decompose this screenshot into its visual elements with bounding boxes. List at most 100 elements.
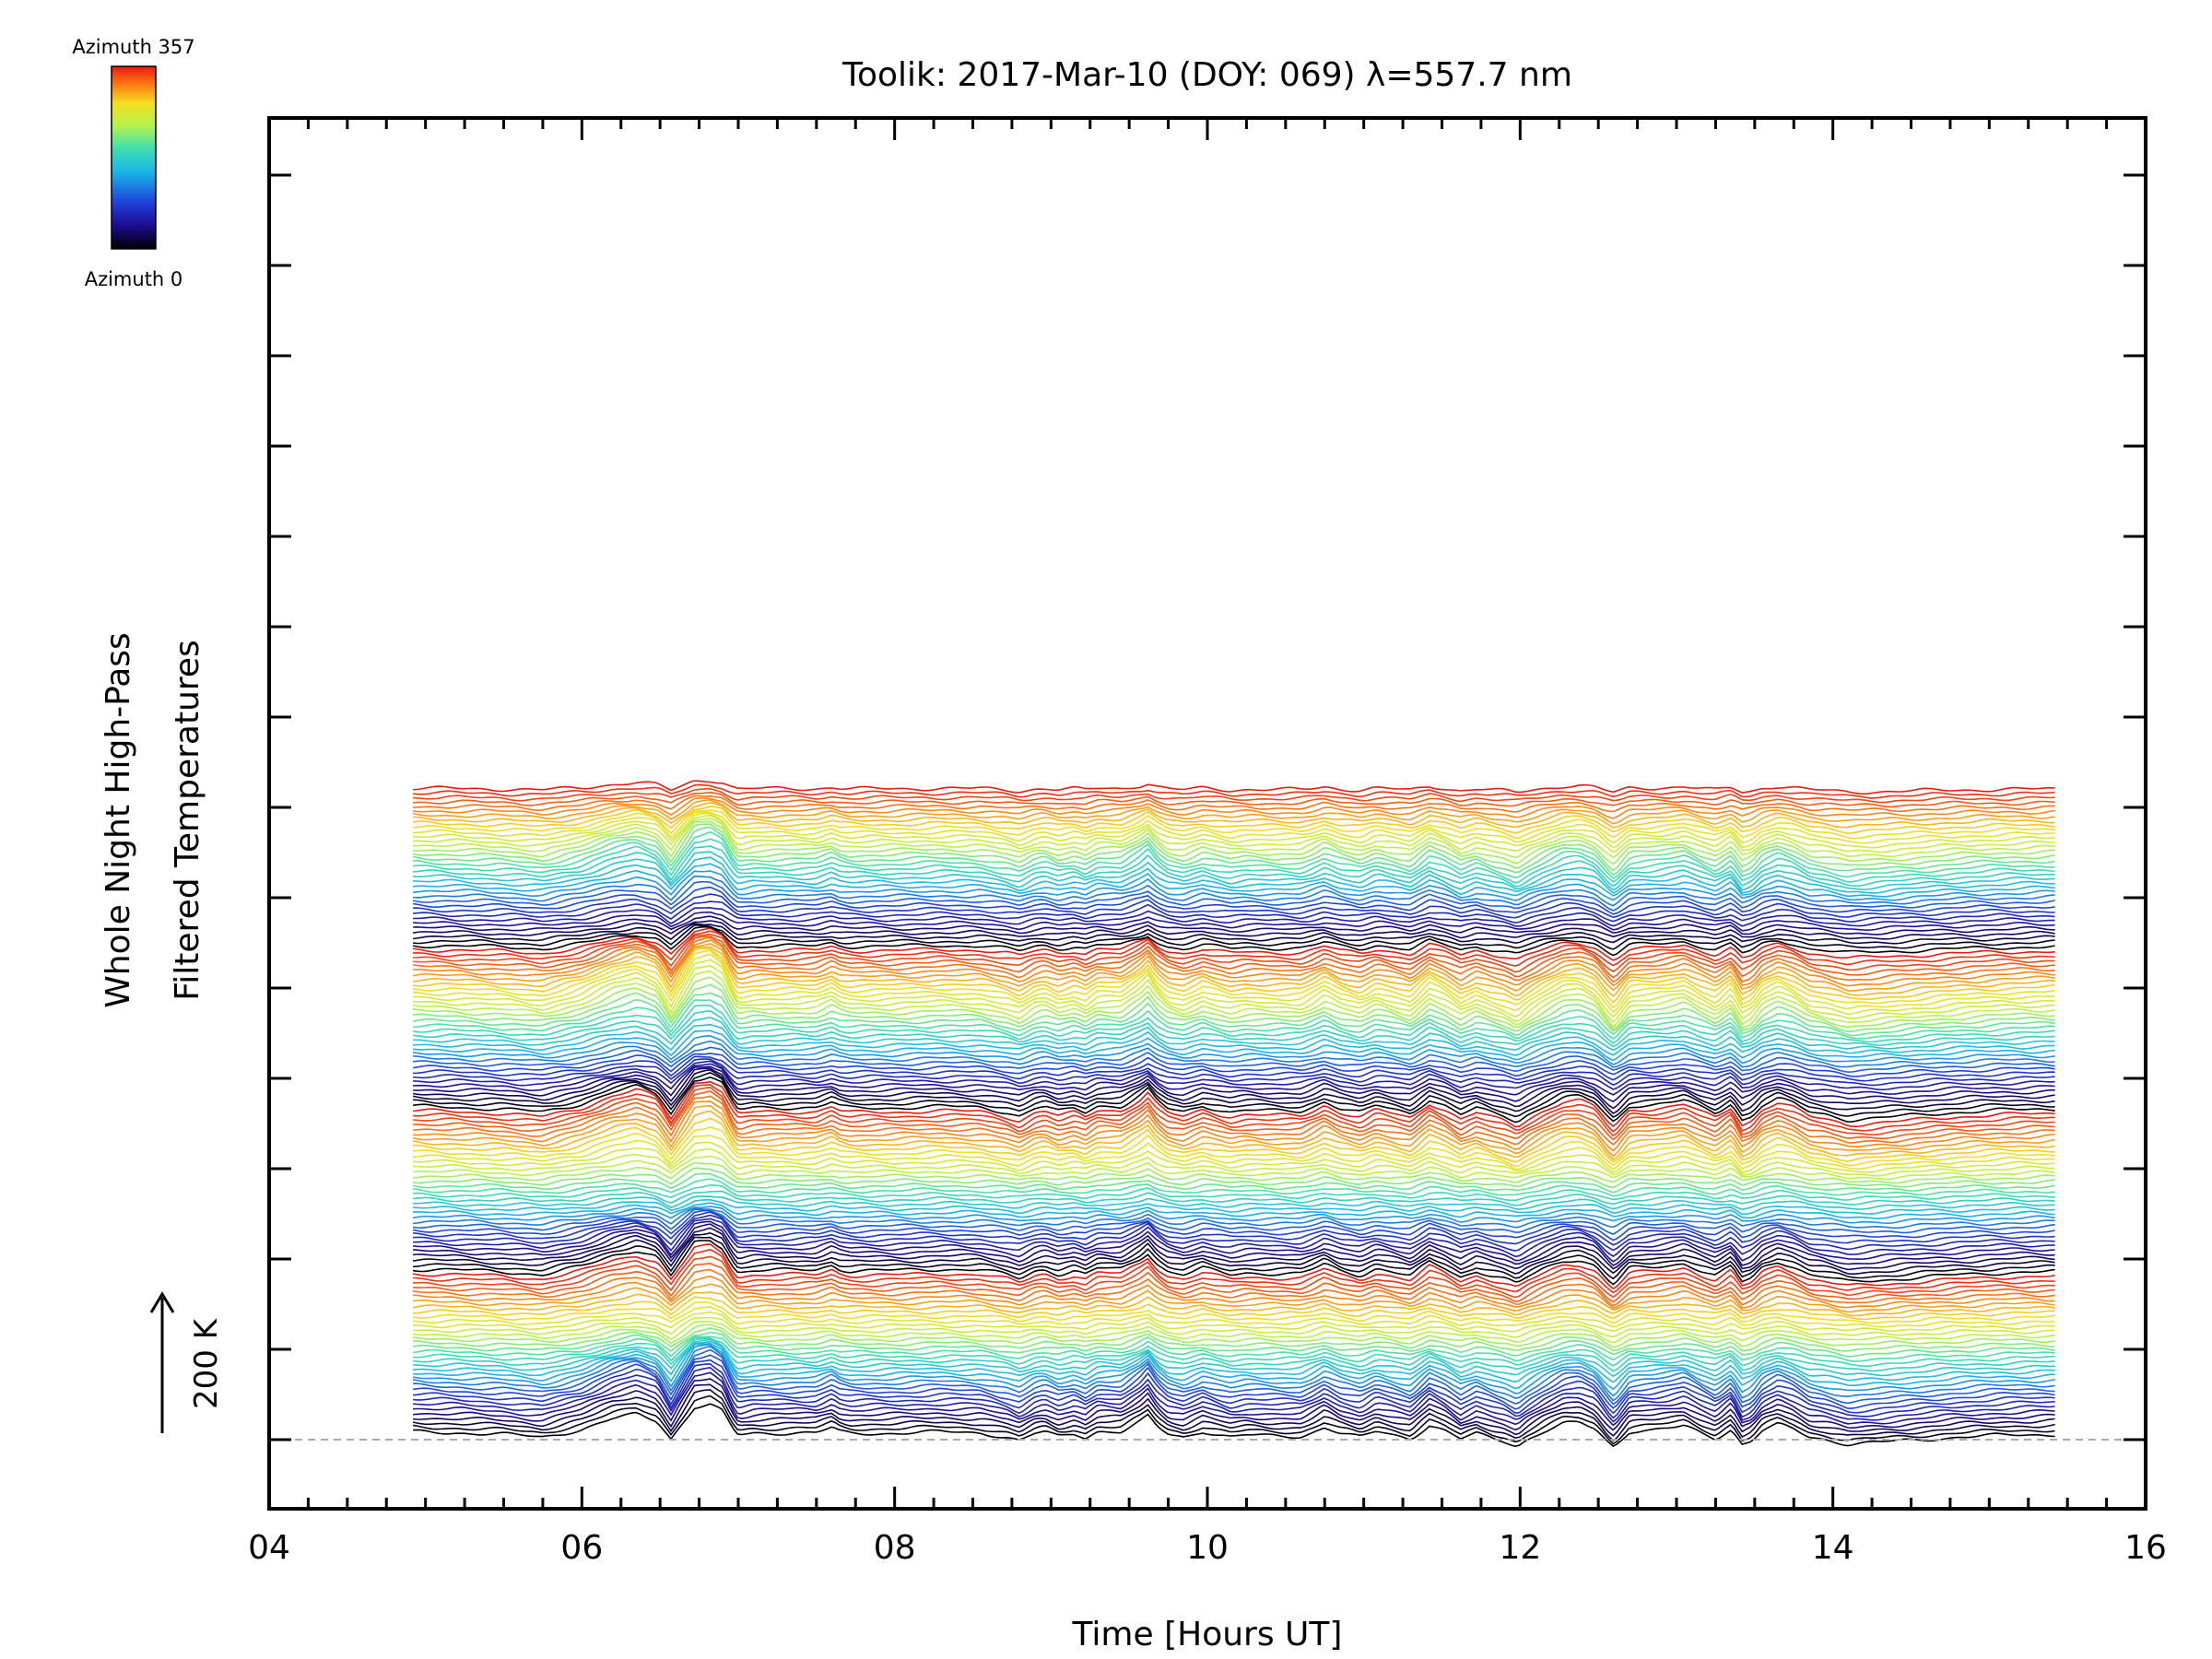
series-line <box>412 1172 2055 1194</box>
series-line <box>413 1005 2055 1044</box>
colorbar-bottom-label: Azimuth 0 <box>85 268 183 290</box>
series-line <box>413 947 2055 1004</box>
series-line <box>412 1389 2055 1442</box>
series-line <box>413 870 2055 901</box>
series-line <box>413 1208 2055 1235</box>
series-line <box>413 930 2055 967</box>
series-line <box>413 1084 2055 1133</box>
series-line <box>413 1342 2055 1391</box>
series-line <box>412 809 2055 840</box>
series-line <box>413 939 2055 987</box>
series-line <box>413 1211 2055 1246</box>
colorbar <box>111 65 157 250</box>
series-line <box>412 1126 2055 1168</box>
series-line <box>413 1255 2055 1299</box>
series-line <box>413 1060 2055 1091</box>
series-line <box>412 1053 2055 1077</box>
x-tick-label: 04 <box>248 1529 290 1567</box>
series-line <box>413 1206 2055 1230</box>
series-line <box>413 964 2055 1024</box>
series-line <box>413 976 2055 1030</box>
series-line <box>413 1227 2055 1271</box>
x-axis-label: Time [Hours UT] <box>1072 1616 1343 1653</box>
series-line <box>413 1072 2055 1118</box>
x-tick-labels: 04 06 08 10 12 14 16 <box>248 1529 2167 1567</box>
series-line <box>412 799 2055 825</box>
series-line <box>413 1378 2055 1431</box>
series-line <box>413 1100 2055 1152</box>
series-line <box>413 1248 2055 1294</box>
series-line <box>413 1338 2055 1378</box>
series-line <box>413 999 2055 1040</box>
series-line <box>412 1035 2055 1065</box>
series-line <box>412 1283 2055 1313</box>
series-line <box>413 811 2055 844</box>
series-line <box>413 933 2055 973</box>
series-line <box>412 1067 2055 1110</box>
series-line <box>412 797 2055 819</box>
series-line <box>412 880 2055 912</box>
series-line <box>413 1135 2055 1171</box>
series-line <box>413 1327 2055 1352</box>
series-line <box>413 1030 2055 1062</box>
x-tick-label: 08 <box>874 1529 916 1567</box>
series-line <box>413 1063 2055 1096</box>
series-line <box>413 1340 2055 1383</box>
series-line <box>413 856 2055 894</box>
series-line <box>412 970 2055 1028</box>
series-line <box>413 1017 2055 1052</box>
series-line <box>413 1301 2055 1324</box>
series-line <box>413 1383 2055 1437</box>
series-line <box>413 1195 2055 1211</box>
series-line <box>412 1345 2055 1402</box>
series-line <box>413 780 2055 795</box>
series-line <box>413 1190 2055 1206</box>
series-line <box>413 953 2055 1013</box>
series-line <box>412 1231 2055 1276</box>
y-axis-label-line1: Whole Night High-Pass <box>100 632 137 1008</box>
series-line <box>412 1240 2055 1286</box>
x-tick-label: 14 <box>1812 1529 1854 1567</box>
series-line <box>412 1335 2055 1362</box>
series-line <box>413 1141 2055 1174</box>
series-line <box>412 1268 2055 1307</box>
series-line <box>413 1155 2055 1181</box>
series-line <box>413 812 2055 849</box>
series-line <box>413 1321 2055 1344</box>
scale-arrow-icon <box>149 1291 175 1433</box>
series-line <box>413 924 2055 950</box>
series-line <box>413 911 2055 932</box>
series-line <box>413 1236 2055 1280</box>
series-line <box>413 814 2055 853</box>
series-line <box>412 1331 2055 1358</box>
series-line <box>413 1371 2055 1427</box>
series-line <box>413 1403 2055 1448</box>
series-line <box>412 1206 2055 1225</box>
series-line <box>413 783 2055 799</box>
series-line <box>413 1366 2055 1423</box>
series-group <box>412 780 2055 1448</box>
series-line <box>413 906 2055 927</box>
series-line <box>413 1223 2055 1266</box>
series-line <box>413 1202 2055 1219</box>
series-line <box>413 893 2055 919</box>
series-line <box>413 1167 2055 1189</box>
series-line <box>413 1090 2055 1141</box>
tick-group <box>267 118 2147 1509</box>
series-line <box>413 1055 2055 1082</box>
series-line <box>413 1316 2055 1338</box>
series-line <box>413 1199 2055 1216</box>
series-line <box>413 1262 2055 1303</box>
series-line <box>413 1218 2055 1258</box>
series-line <box>413 1147 2055 1177</box>
series-line <box>413 1362 2055 1419</box>
series-line <box>413 1023 2055 1056</box>
series-line <box>413 787 2055 804</box>
series-line <box>413 1275 2055 1310</box>
series-line <box>412 1046 2055 1074</box>
series-line <box>412 949 2055 1009</box>
y-axis-label-line2: Filtered Temperatures <box>169 640 206 1001</box>
series-line <box>413 817 2055 859</box>
series-line <box>413 1040 2055 1068</box>
